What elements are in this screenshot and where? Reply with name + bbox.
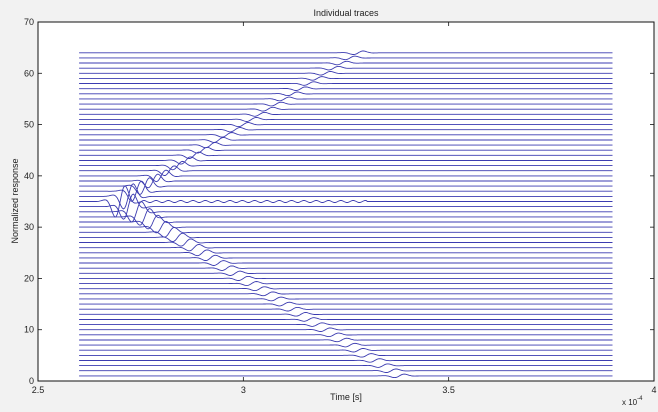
trace-line-6 [79, 348, 613, 353]
trace-line-18 [79, 286, 613, 292]
trace-line-31 [79, 214, 613, 230]
trace-line-16 [79, 296, 613, 302]
trace-line-1 [79, 373, 613, 379]
trace-line-10 [79, 327, 613, 332]
trace-line-47 [79, 137, 613, 143]
trace-line-43 [79, 156, 613, 165]
y-axis: 0 10 20 30 40 50 60 70 [24, 17, 654, 386]
x-axis-exponent-base: x 10 [622, 398, 638, 407]
trace-line-5 [79, 353, 613, 358]
trace-line-19 [79, 281, 613, 287]
x-tick-label: 2.5 [32, 385, 45, 395]
trace-line-7 [79, 342, 613, 348]
x-tick-label: 3 [241, 385, 246, 395]
trace-line-11 [79, 322, 613, 327]
trace-line-38 [79, 177, 613, 195]
trace-line-28 [79, 232, 613, 243]
x-axis-exponent-power: -4 [637, 396, 643, 402]
trace-line-17 [79, 291, 613, 297]
x-axis: 2.5 3 3.5 4 [32, 22, 657, 395]
trace-line-44 [79, 151, 613, 159]
trace-line-62 [79, 60, 613, 66]
trace-line-8 [79, 337, 613, 343]
y-tick-label: 10 [24, 325, 34, 335]
trace-line-42 [79, 160, 613, 171]
y-tick-label: 20 [24, 273, 34, 283]
trace-line-27 [79, 238, 613, 247]
x-axis-label: Time [s] [330, 392, 362, 402]
trace-line-41 [79, 165, 613, 176]
trace-line-29 [79, 226, 613, 238]
chart-title: Individual traces [313, 8, 379, 18]
y-tick-label: 60 [24, 68, 34, 78]
trace-line-40 [79, 169, 613, 183]
trace-line-37 [79, 180, 613, 202]
trace-line-23 [79, 260, 613, 266]
trace-line-63 [79, 55, 613, 61]
trace-line-2 [79, 368, 613, 373]
trace-line-35 [79, 185, 613, 218]
trace-line-55 [79, 96, 613, 102]
trace-line-51 [79, 116, 613, 122]
y-tick-label: 70 [24, 17, 34, 27]
trace-line-54 [79, 101, 613, 107]
trace-line-24 [79, 254, 613, 261]
trace-line-22 [79, 265, 613, 271]
trace-line-15 [79, 301, 613, 307]
trace-line-57 [79, 86, 613, 91]
x-axis-exponent: x 10-4 [622, 396, 643, 407]
trace-line-53 [79, 106, 613, 112]
trace-line-3 [79, 363, 613, 368]
trace-line-33 [79, 201, 613, 223]
trace-line-21 [79, 270, 613, 276]
trace-line-48 [79, 132, 613, 138]
y-axis-label: Normalized response [10, 158, 20, 243]
trace-line-12 [79, 317, 613, 322]
trace-line-45 [79, 146, 613, 154]
trace-line-61 [79, 65, 613, 71]
trace-line-39 [79, 173, 613, 189]
y-tick-label: 40 [24, 171, 34, 181]
trace-line-64 [79, 50, 613, 55]
trace-line-49 [79, 127, 613, 133]
trace-line-59 [79, 76, 613, 81]
trace-line-26 [79, 244, 613, 252]
trace-line-4 [79, 358, 613, 363]
trace-line-32 [79, 208, 613, 226]
trace-group [79, 50, 613, 379]
trace-line-25 [79, 249, 613, 257]
trace-line-9 [79, 332, 613, 338]
trace-line-36 [79, 183, 613, 210]
x-tick-label: 3.5 [442, 385, 455, 395]
trace-line-20 [79, 275, 613, 281]
y-tick-label: 50 [24, 120, 34, 130]
trace-line-56 [79, 91, 613, 97]
y-tick-label: 0 [29, 376, 34, 386]
trace-line-13 [79, 312, 613, 317]
trace-line-60 [79, 71, 613, 76]
trace-line-14 [79, 306, 613, 312]
trace-line-52 [79, 111, 613, 117]
trace-line-34 [79, 193, 613, 220]
trace-line-46 [79, 142, 613, 149]
x-tick-label: 4 [651, 385, 656, 395]
y-tick-label: 30 [24, 222, 34, 232]
trace-line-58 [79, 81, 613, 86]
trace-line-50 [79, 122, 613, 128]
